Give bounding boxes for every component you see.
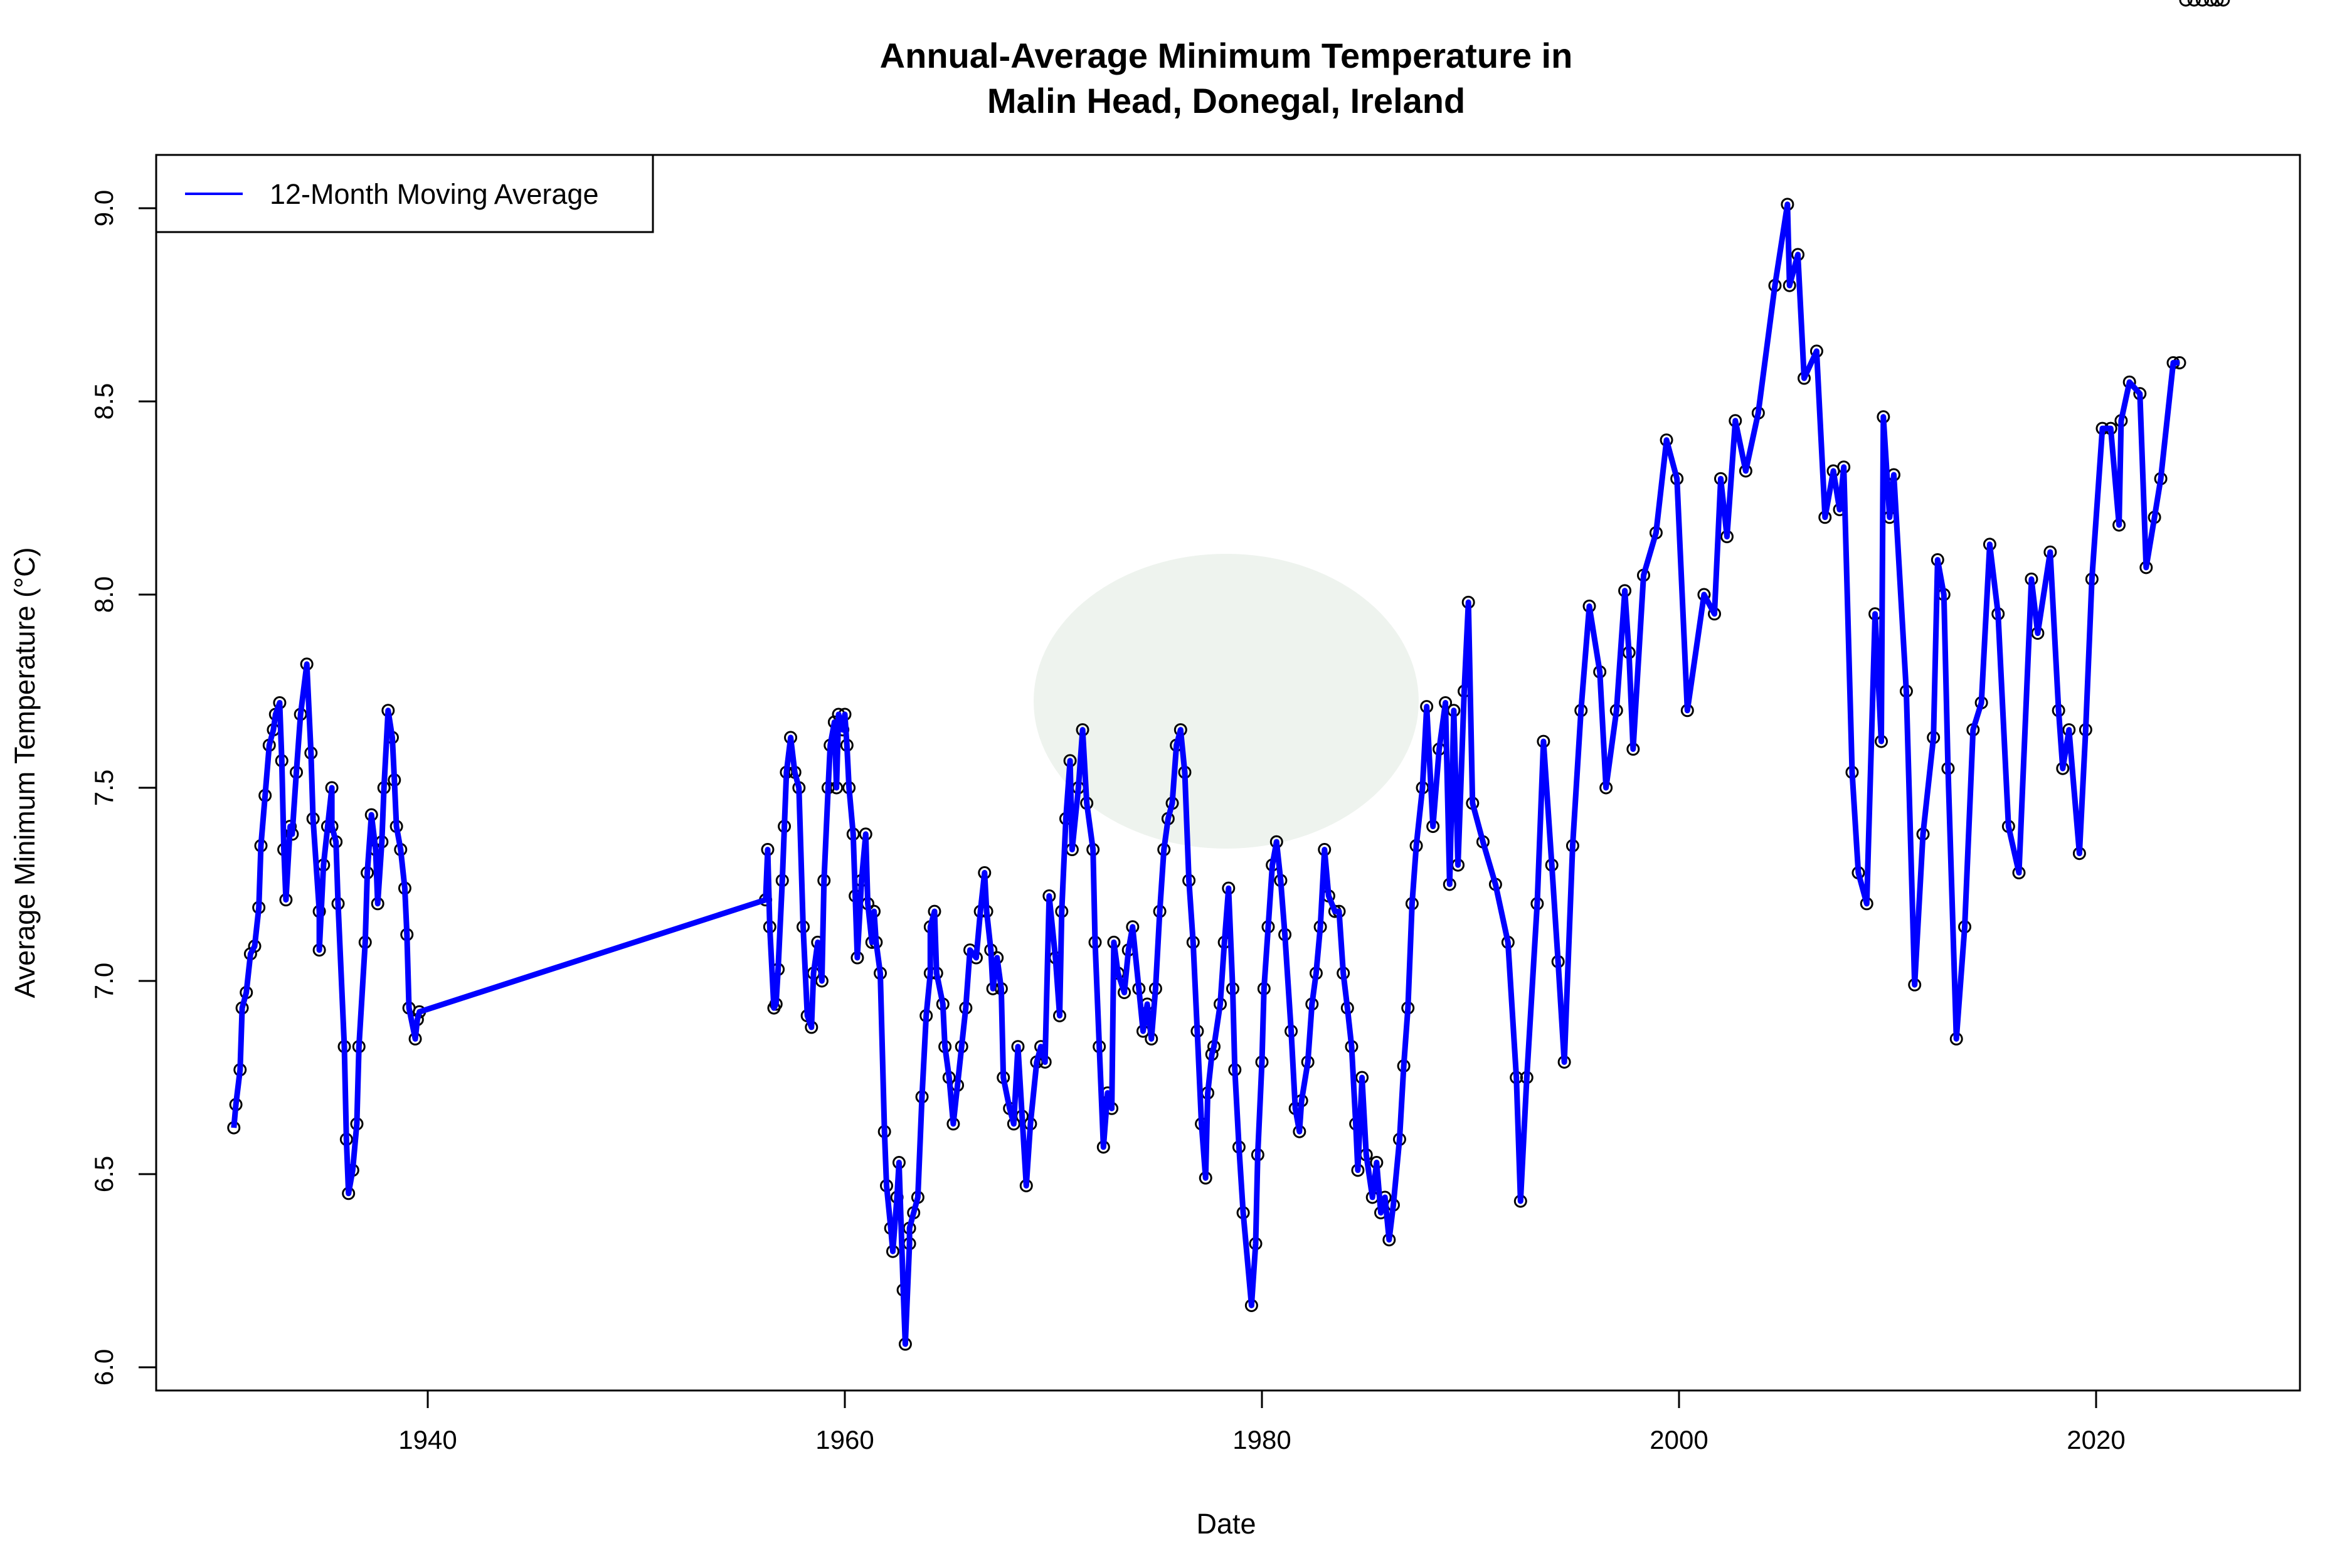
y-tick-label: 7.5 (89, 770, 119, 806)
plot-marks (227, 0, 2230, 1351)
data-point (2217, 0, 2230, 7)
chart-subtitle: Malin Head, Donegal, Ireland (987, 81, 1465, 120)
chart-title: Annual-Average Minimum Temperature in (880, 36, 1573, 75)
x-tick-label: 2000 (1650, 1425, 1708, 1454)
x-tick-label: 1980 (1232, 1425, 1291, 1454)
y-tick-label: 6.5 (89, 1156, 119, 1192)
legend-box (155, 154, 654, 233)
y-tick-label: 8.0 (89, 576, 119, 613)
legend-entry: 12-Month Moving Average (270, 178, 599, 210)
series-line (231, 201, 2180, 1347)
data-point (2210, 0, 2224, 7)
y-axis-label: Average Minimum Temperature (°C) (9, 547, 41, 998)
x-tick-label: 1940 (398, 1425, 457, 1454)
y-tick-label: 7.0 (89, 963, 119, 999)
y-tick-label: 8.5 (89, 383, 119, 420)
data-point (2204, 0, 2218, 7)
data-point (2196, 0, 2210, 7)
watermark-logo (1034, 554, 1419, 849)
x-tick-label: 2020 (2067, 1425, 2125, 1454)
data-point (2179, 0, 2193, 7)
data-point (2187, 0, 2201, 7)
x-tick-label: 1960 (815, 1425, 874, 1454)
y-tick-label: 6.0 (89, 1349, 119, 1385)
x-axis: 1940 1960 1980 2000 2020 (398, 1389, 2126, 1454)
x-axis-label: Date (1196, 1508, 1256, 1540)
y-axis: 6.0 6.5 7.0 7.5 8.0 8.5 9.0 (89, 190, 156, 1385)
y-tick-label: 9.0 (89, 190, 119, 226)
legend: 12-Month Moving Average (155, 154, 654, 233)
